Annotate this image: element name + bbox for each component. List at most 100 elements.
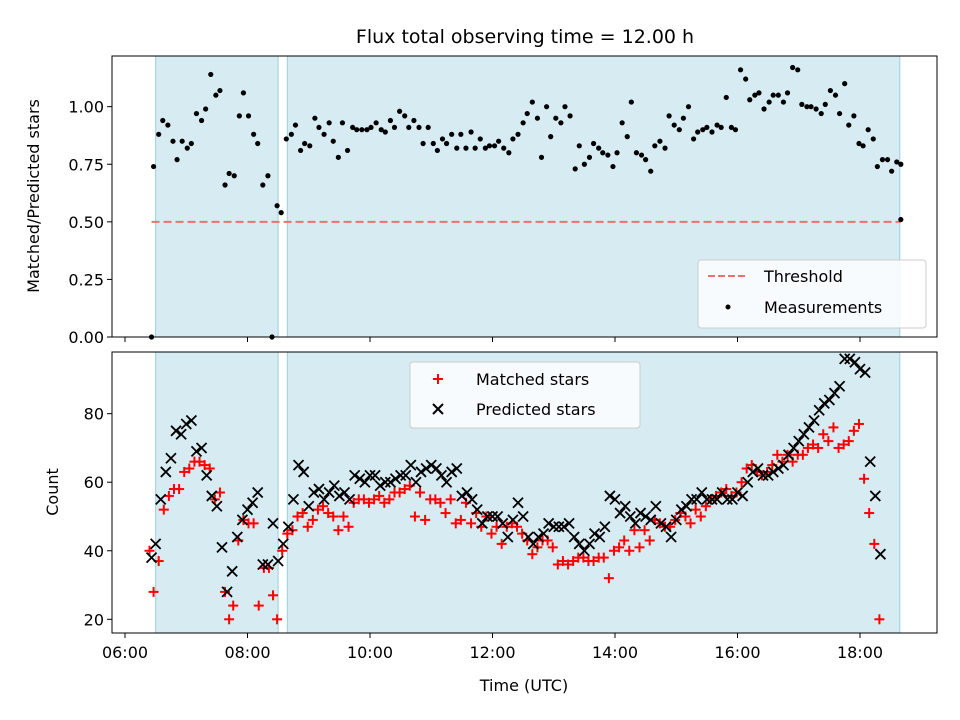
- matched-star-point: [629, 525, 640, 536]
- predicted-star-point: [788, 442, 800, 454]
- measurement-point: [884, 157, 891, 163]
- predicted-star-point: [287, 493, 300, 505]
- measurement-point: [605, 152, 611, 158]
- measurement-point: [529, 99, 535, 105]
- matched-star-point: [363, 497, 374, 508]
- measurement-point: [439, 136, 446, 142]
- measurement-point: [558, 120, 564, 126]
- predicted-star-point: [629, 517, 642, 529]
- measurement-point: [567, 113, 573, 119]
- predicted-star-point: [400, 469, 412, 482]
- y-tick-label: 20: [84, 610, 104, 629]
- measurement-point: [382, 129, 388, 135]
- predicted-star-point: [619, 500, 631, 512]
- predicted-star-point: [241, 503, 254, 516]
- matched-star-point: [598, 552, 609, 563]
- predicted-star-point: [298, 466, 310, 478]
- predicted-star-point: [548, 521, 560, 533]
- matched-star-point: [307, 514, 318, 525]
- measurement-point: [836, 110, 843, 117]
- matched-star-point: [563, 559, 574, 570]
- predicted-star-point: [798, 428, 810, 440]
- measurement-point: [596, 145, 602, 151]
- matched-star-point: [358, 494, 369, 505]
- predicted-star-point: [507, 514, 519, 526]
- predicted-star-point: [486, 510, 499, 523]
- predicted-star-point: [267, 517, 279, 529]
- predicted-star-point: [185, 414, 197, 427]
- measurement-point: [354, 127, 360, 133]
- measurement-point: [302, 140, 308, 147]
- matched-star-point: [619, 535, 630, 546]
- predicted-star-point: [874, 548, 887, 560]
- predicted-star-point: [257, 558, 269, 571]
- measurement-point: [818, 110, 824, 117]
- measurement-point: [397, 108, 403, 114]
- matched-star-point: [409, 511, 420, 522]
- top-x-ticks: [124, 337, 861, 342]
- measurement-point: [335, 154, 341, 160]
- predicted-star-point: [211, 500, 223, 512]
- measurement-point: [378, 127, 384, 133]
- matched-star-point: [838, 439, 849, 450]
- matched-star-point: [843, 436, 854, 447]
- predicted-star-point: [742, 476, 754, 488]
- measurement-point: [307, 143, 313, 149]
- measurement-point: [685, 104, 692, 110]
- matched-star-point: [496, 538, 507, 549]
- x-tick-label: 18:00: [837, 643, 883, 662]
- predicted-star-point: [379, 476, 391, 488]
- matched-star-point: [179, 466, 190, 477]
- predicted-star-point: [711, 493, 723, 505]
- predicted-star-point: [527, 538, 539, 550]
- predicted-star-point: [767, 466, 779, 478]
- predicted-star-point: [384, 476, 397, 488]
- x-axis-label: Time (UTC): [479, 676, 568, 695]
- y-tick-label: 1.00: [68, 98, 104, 117]
- predicted-star-point: [696, 486, 708, 499]
- predicted-star-point: [456, 490, 468, 502]
- y-tick-label: 40: [84, 542, 104, 561]
- matched-star-point: [435, 497, 446, 508]
- measurement-point: [870, 136, 876, 142]
- matched-star-point: [557, 556, 568, 567]
- measurement-point: [894, 159, 900, 165]
- measurement-point: [506, 150, 512, 156]
- predicted-star-point: [573, 538, 585, 550]
- matched-star-point: [466, 518, 477, 529]
- measurement-point: [572, 166, 578, 172]
- matched-star-point: [864, 508, 875, 519]
- measurement-point: [165, 122, 171, 128]
- x-tick-label: 10:00: [347, 643, 393, 662]
- predicted-star-point: [854, 363, 866, 375]
- measurement-point: [515, 131, 521, 137]
- measurement-point: [359, 127, 365, 133]
- measurement-point: [368, 124, 374, 131]
- predicted-star-point: [415, 466, 427, 478]
- matched-star-point: [420, 514, 431, 525]
- measurement-point: [350, 124, 356, 131]
- x-tick-label: 14:00: [592, 643, 638, 662]
- predicted-star-point: [594, 531, 606, 543]
- measurement-point: [633, 150, 640, 156]
- measurement-point: [804, 104, 810, 110]
- predicted-star-point: [731, 486, 744, 499]
- measurement-point: [747, 97, 753, 103]
- measurement-point: [510, 136, 516, 142]
- matched-star-point: [808, 439, 819, 450]
- predicted-star-point: [578, 545, 591, 557]
- x-tick-label: 06:00: [102, 643, 148, 662]
- measurement-point: [265, 173, 271, 179]
- matched-star-point: [603, 573, 614, 584]
- matched-star-point: [608, 545, 619, 556]
- predicted-star-point: [282, 521, 294, 533]
- measurement-point: [312, 115, 318, 121]
- x-tick-label: 12:00: [469, 643, 515, 662]
- matched-star-point: [379, 497, 390, 508]
- predicted-star-point: [481, 510, 494, 523]
- count-panel: 20 40 60 80 06:00 08:00 10:00 12:00 14:00 16:00 1…: [43, 351, 938, 695]
- predicted-star-point: [675, 503, 687, 516]
- measurement-point: [260, 182, 266, 188]
- matched-star-point: [297, 508, 308, 519]
- predicted-star-point: [195, 442, 208, 454]
